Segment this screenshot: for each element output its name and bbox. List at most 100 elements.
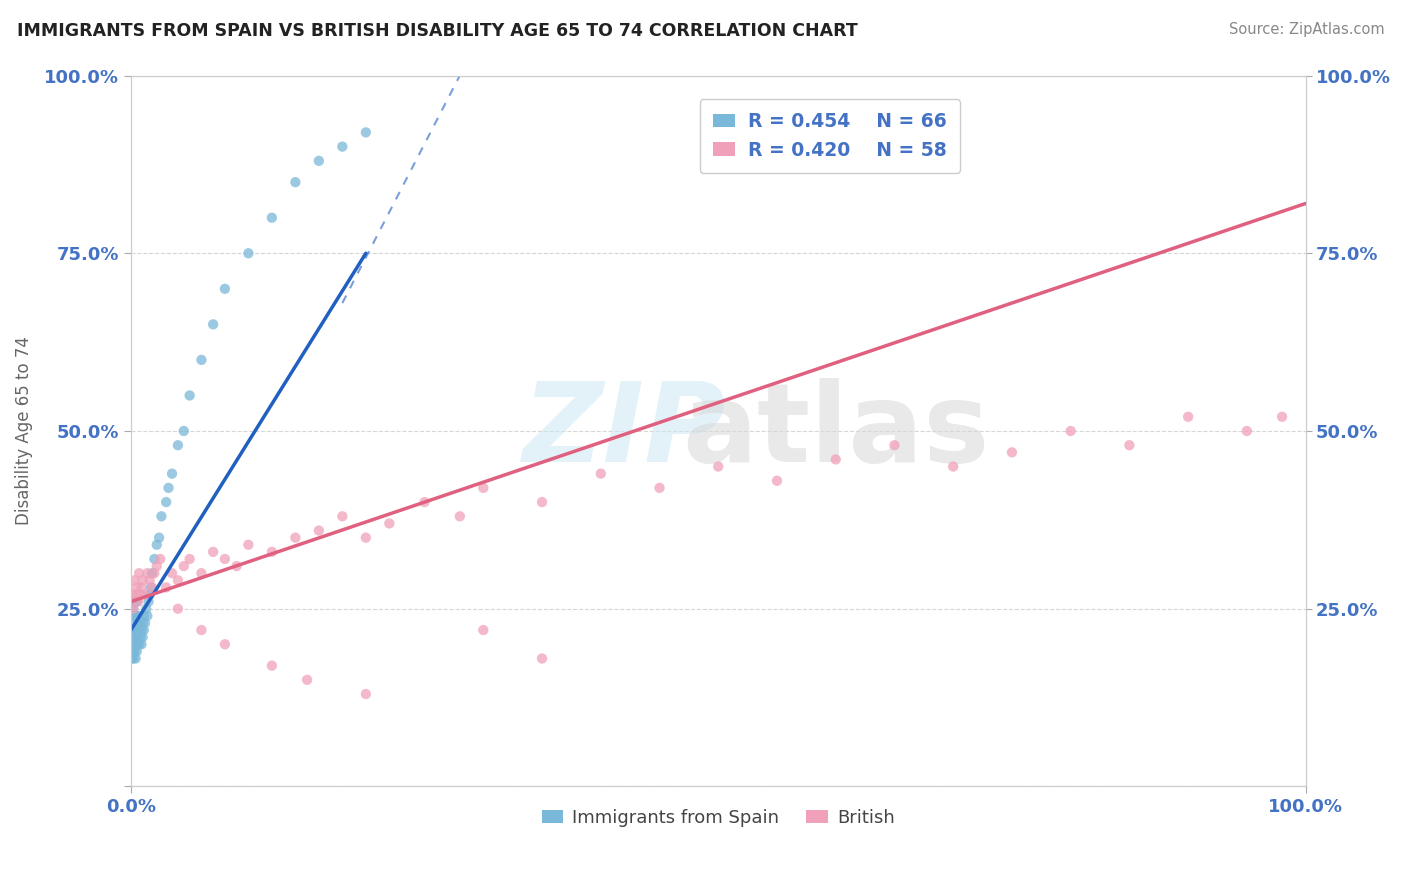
Point: [121, 630, 143, 644]
Point: [132, 608, 155, 623]
Point: [128, 637, 150, 651]
Point: [122, 630, 145, 644]
Point: [138, 574, 160, 588]
Point: [531, 495, 554, 509]
Point: [238, 538, 260, 552]
Point: [190, 623, 212, 637]
Point: [260, 211, 283, 225]
Point: [131, 630, 153, 644]
Point: [413, 495, 436, 509]
Point: [124, 594, 146, 608]
Point: [124, 651, 146, 665]
Point: [125, 637, 148, 651]
Point: [124, 630, 146, 644]
Point: [308, 153, 330, 168]
Point: [179, 388, 201, 402]
Point: [121, 651, 143, 665]
Point: [150, 509, 173, 524]
Point: [707, 459, 730, 474]
Point: [136, 608, 159, 623]
Point: [214, 282, 236, 296]
Point: [127, 630, 149, 644]
Point: [167, 574, 190, 588]
Point: [284, 531, 307, 545]
Point: [330, 139, 353, 153]
Point: [157, 481, 180, 495]
Point: [125, 623, 148, 637]
Point: [127, 594, 149, 608]
Point: [173, 559, 195, 574]
Point: [138, 588, 160, 602]
Point: [122, 623, 145, 637]
Point: [124, 588, 146, 602]
Point: [155, 581, 177, 595]
Point: [160, 566, 183, 581]
Point: [122, 601, 145, 615]
Point: [128, 566, 150, 581]
Point: [766, 474, 789, 488]
Point: [122, 615, 145, 630]
Point: [202, 318, 225, 332]
Point: [124, 644, 146, 658]
Point: [122, 644, 145, 658]
Point: [131, 581, 153, 595]
Point: [238, 246, 260, 260]
Point: [139, 581, 162, 595]
Point: [167, 438, 190, 452]
Point: [148, 531, 170, 545]
Point: [122, 637, 145, 651]
Point: [1001, 445, 1024, 459]
Point: [295, 673, 318, 687]
Point: [214, 637, 236, 651]
Point: [141, 566, 163, 581]
Point: [121, 608, 143, 623]
Legend: Immigrants from Spain, British: Immigrants from Spain, British: [534, 802, 903, 834]
Point: [179, 552, 201, 566]
Point: [124, 574, 146, 588]
Point: [202, 545, 225, 559]
Point: [173, 424, 195, 438]
Text: ZIP: ZIP: [523, 377, 725, 484]
Point: [141, 581, 163, 595]
Point: [1271, 409, 1294, 424]
Point: [330, 509, 353, 524]
Point: [143, 566, 166, 581]
Point: [378, 516, 401, 531]
Point: [129, 630, 152, 644]
Point: [155, 495, 177, 509]
Point: [128, 608, 150, 623]
Point: [124, 608, 146, 623]
Point: [225, 559, 247, 574]
Point: [824, 452, 846, 467]
Point: [127, 615, 149, 630]
Point: [149, 552, 172, 566]
Point: [131, 637, 153, 651]
Point: [124, 623, 146, 637]
Point: [883, 438, 905, 452]
Point: [1177, 409, 1199, 424]
Point: [124, 623, 146, 637]
Point: [354, 687, 377, 701]
Point: [531, 651, 554, 665]
Point: [122, 601, 145, 615]
Point: [131, 623, 153, 637]
Point: [143, 552, 166, 566]
Point: [125, 644, 148, 658]
Point: [449, 509, 471, 524]
Point: [131, 615, 153, 630]
Point: [124, 608, 146, 623]
Point: [145, 538, 167, 552]
Point: [648, 481, 671, 495]
Text: atlas: atlas: [682, 377, 990, 484]
Point: [124, 637, 146, 651]
Point: [128, 623, 150, 637]
Text: IMMIGRANTS FROM SPAIN VS BRITISH DISABILITY AGE 65 TO 74 CORRELATION CHART: IMMIGRANTS FROM SPAIN VS BRITISH DISABIL…: [17, 22, 858, 40]
Point: [132, 623, 155, 637]
Point: [134, 615, 156, 630]
Point: [308, 524, 330, 538]
Point: [260, 545, 283, 559]
Point: [121, 637, 143, 651]
Point: [284, 175, 307, 189]
Point: [260, 658, 283, 673]
Point: [125, 581, 148, 595]
